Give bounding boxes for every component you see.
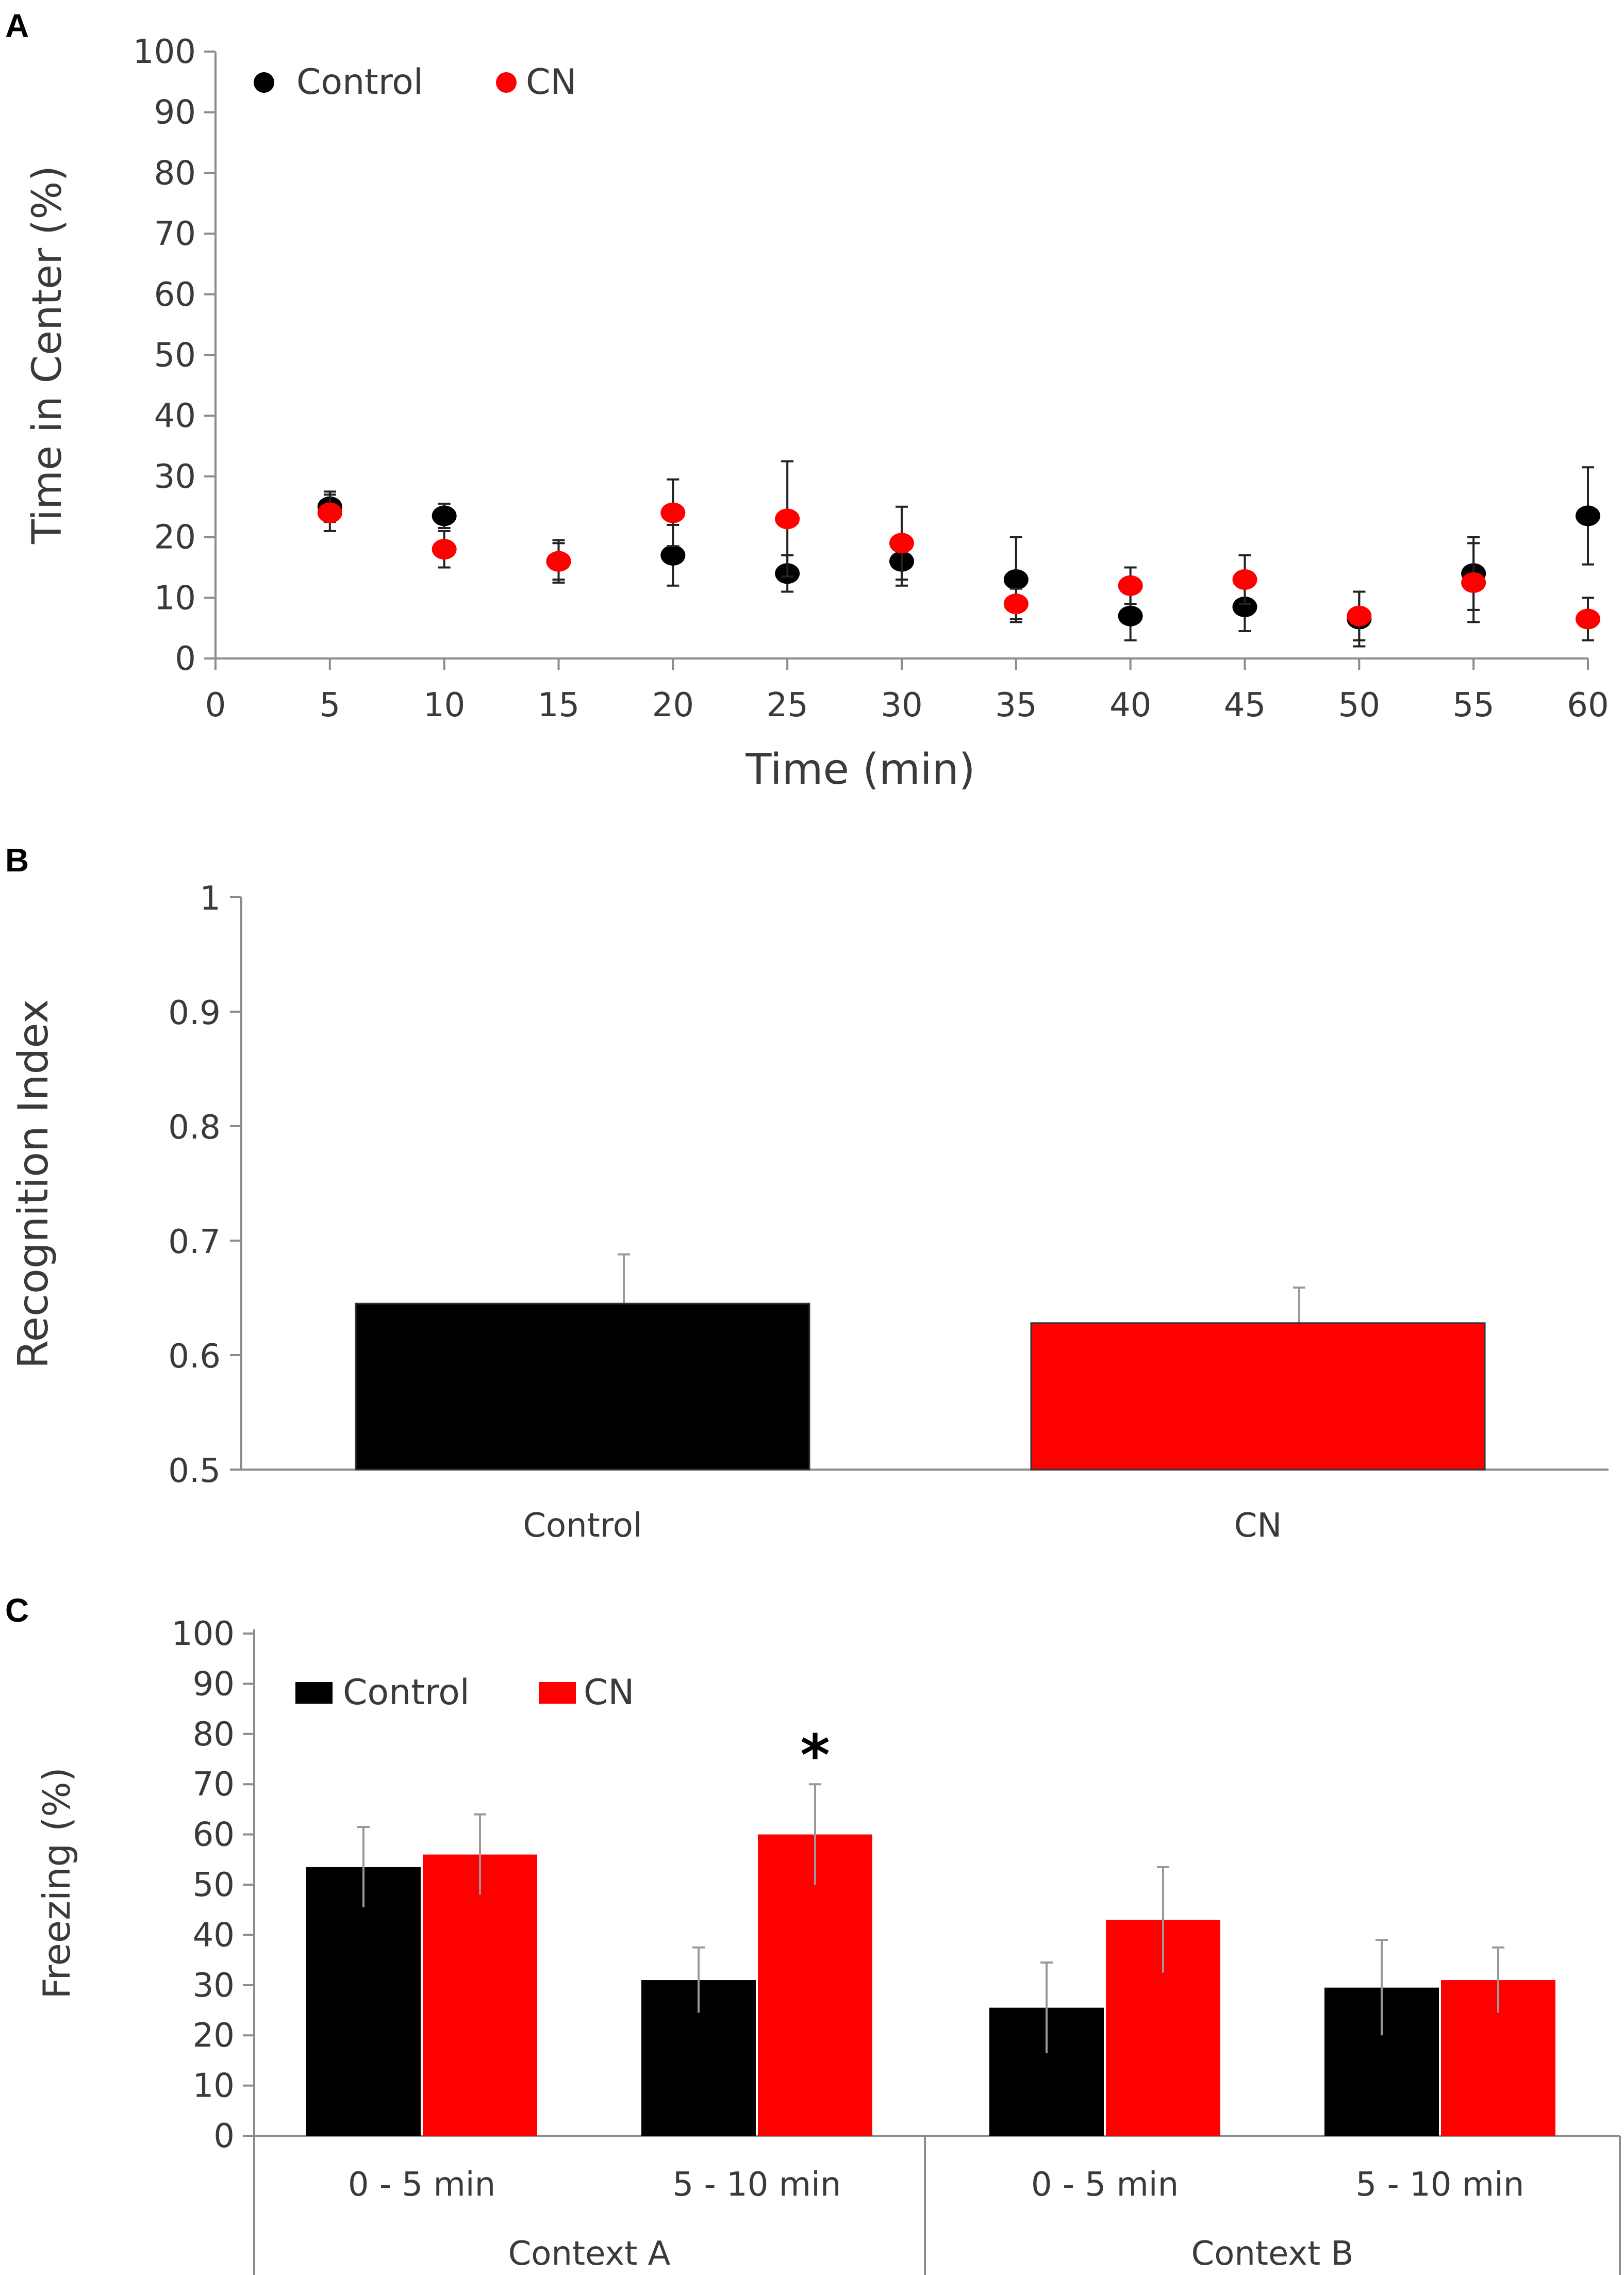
y-tick-label: 30 [193, 1967, 235, 2005]
control-point [432, 505, 457, 526]
cn-point [1576, 608, 1600, 630]
panel-b-letter: B [5, 842, 29, 879]
x-tick-label: 10 [423, 686, 465, 724]
y-tick-label: 100 [133, 33, 196, 71]
panel-b-y-label: Recognition Index [9, 999, 57, 1369]
y-tick-label: 90 [154, 94, 196, 132]
y-tick-label: 70 [193, 1766, 235, 1804]
panel-a-legend: Control CN [254, 62, 576, 103]
category-label: 5 - 10 min [1356, 2166, 1524, 2204]
cn-bar [1030, 1322, 1486, 1471]
panel-a-x-label: Time (min) [745, 745, 975, 794]
x-tick-label: 25 [766, 686, 808, 724]
x-tick-label: 45 [1224, 686, 1266, 724]
x-tick-label: 0 [205, 686, 226, 724]
legend-cn-label: CN [526, 62, 576, 103]
y-tick-label: 0.6 [168, 1338, 221, 1376]
cn-point [1118, 575, 1143, 596]
cn-point [317, 502, 342, 523]
control-bar [355, 1303, 810, 1471]
y-tick-label: 20 [193, 2017, 235, 2055]
panel-c-letter: C [5, 1592, 29, 1629]
x-tick-label: 35 [995, 686, 1037, 724]
control-point [1118, 605, 1143, 627]
group-label-context-a: Context A [508, 2235, 671, 2273]
y-tick-label: 100 [172, 1615, 235, 1653]
cn-point [1003, 594, 1029, 615]
legend-cn-label: CN [584, 1672, 634, 1713]
control-point [1232, 596, 1257, 617]
x-tick-label: 15 [538, 686, 579, 724]
control-point [1576, 505, 1600, 526]
y-tick-label: 10 [193, 2067, 235, 2105]
y-tick-label: 60 [193, 1816, 235, 1854]
y-tick-label: 70 [154, 215, 196, 253]
x-tick-label: 30 [881, 686, 922, 724]
category-label: 0 - 5 min [1031, 2166, 1179, 2204]
legend-control-label: Control [296, 62, 423, 103]
cn-point [889, 533, 914, 554]
y-tick-label: 0 [213, 2117, 235, 2155]
y-tick-label: 0.8 [168, 1109, 221, 1147]
panel-c-legend: Control CN [295, 1672, 634, 1713]
y-tick-label: 40 [193, 1916, 235, 1954]
x-tick-label: 5 [319, 686, 340, 724]
y-tick-label: 80 [193, 1716, 235, 1754]
y-tick-label: 10 [154, 579, 196, 617]
cn-point [660, 502, 686, 523]
y-tick-label: 20 [154, 519, 196, 557]
legend-cn-swatch [539, 1682, 576, 1704]
y-tick-label: 0.7 [168, 1223, 221, 1261]
y-tick-label: 90 [193, 1665, 235, 1703]
y-tick-label: 60 [154, 276, 196, 314]
cn-category-label: CN [1234, 1507, 1282, 1545]
y-tick-label: 50 [154, 337, 196, 375]
cn-point [432, 539, 457, 560]
control-point [660, 545, 686, 566]
panel-a-y-label: Time in Center (%) [24, 166, 71, 545]
cn-point [1347, 605, 1372, 627]
legend-cn-marker [496, 72, 517, 93]
x-tick-label: 60 [1567, 686, 1609, 724]
legend-control-swatch [295, 1682, 333, 1704]
x-tick-label: 20 [652, 686, 694, 724]
panel-a-letter: A [5, 7, 29, 44]
legend-control-marker [254, 72, 274, 93]
y-tick-label: 1 [200, 880, 221, 918]
y-tick-label: 0.9 [168, 994, 221, 1032]
x-tick-label: 50 [1338, 686, 1380, 724]
y-tick-label: 40 [154, 397, 196, 435]
panel-c-y-label: Freezing (%) [35, 1767, 78, 1999]
significance-asterisk: * [800, 1722, 830, 1788]
cn-point [1461, 572, 1486, 593]
control-bar [306, 1867, 421, 2136]
control-point [1003, 569, 1029, 590]
cn-point [1232, 569, 1257, 590]
cn-point [775, 508, 800, 530]
panel-b: B 0.5 0.6 0.7 0.8 0.9 1 Recognition Index Con… [5, 842, 1609, 1545]
panel-a: A 0 10 20 30 40 50 60 70 80 90 100 0 5 10 15 20 25 30 35 4… [5, 7, 1609, 794]
group-label-context-b: Context B [1191, 2235, 1354, 2273]
cn-bar [423, 1854, 537, 2136]
y-tick-label: 30 [154, 458, 196, 496]
y-tick-label: 50 [193, 1866, 235, 1904]
y-tick-label: 80 [154, 154, 196, 192]
cn-point [546, 551, 571, 572]
category-label: 5 - 10 min [673, 2166, 841, 2204]
category-label: 0 - 5 min [348, 2166, 495, 2204]
legend-control-label: Control [343, 1672, 470, 1713]
y-tick-label: 0.5 [168, 1452, 221, 1490]
x-tick-label: 40 [1109, 686, 1151, 724]
control-category-label: Control [523, 1507, 642, 1545]
x-tick-label: 55 [1452, 686, 1494, 724]
y-tick-label: 0 [175, 640, 196, 678]
